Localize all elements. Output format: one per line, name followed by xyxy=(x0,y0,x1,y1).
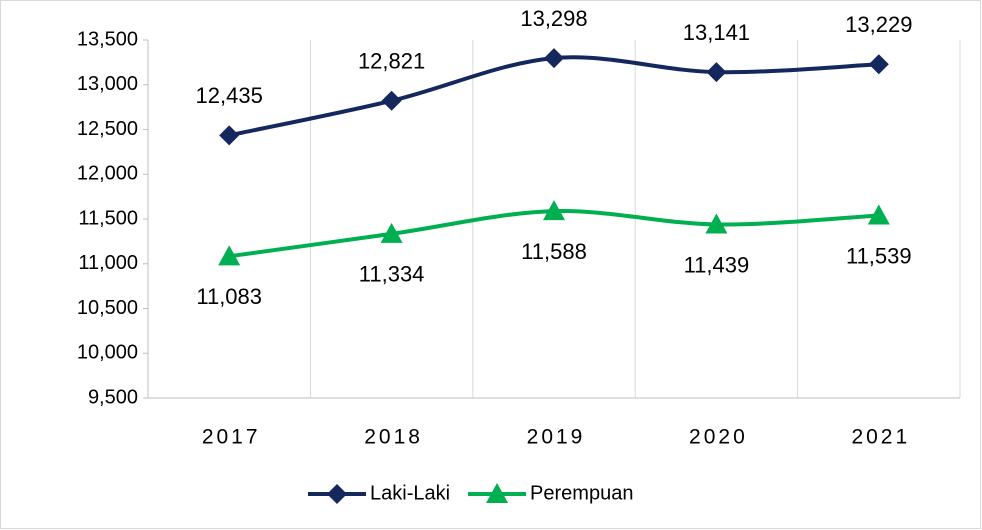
y-tick-label: 10,500 xyxy=(77,297,138,319)
data-label: 13,298 xyxy=(520,6,587,31)
triangle-marker xyxy=(705,213,728,234)
y-tick-label: 13,000 xyxy=(77,73,138,95)
y-tick-label: 10,000 xyxy=(77,342,138,364)
data-label: 11,083 xyxy=(196,284,262,309)
y-tick-label: 11,000 xyxy=(78,252,138,274)
diamond-marker xyxy=(219,125,240,146)
diamond-marker xyxy=(868,54,889,75)
y-tick-label: 9,500 xyxy=(88,386,138,408)
triangle-marker xyxy=(380,222,403,243)
data-label: 13,141 xyxy=(683,20,750,45)
x-tick-label: 2019 xyxy=(527,426,586,449)
data-label: 11,588 xyxy=(521,239,587,264)
diamond-marker xyxy=(544,48,564,69)
y-tick-label: 12,500 xyxy=(77,118,138,140)
x-tick-label: 2021 xyxy=(851,426,910,449)
data-label: 11,539 xyxy=(846,243,912,268)
y-tick-label: 11,500 xyxy=(78,207,138,229)
data-label: 12,435 xyxy=(196,83,263,108)
diamond-marker xyxy=(381,90,402,111)
x-tick-label: 2017 xyxy=(202,426,261,449)
triangle-marker xyxy=(486,483,509,503)
data-label: 11,439 xyxy=(684,252,750,277)
legend-label: Laki-Laki xyxy=(370,482,450,504)
triangle-marker xyxy=(867,204,890,225)
triangle-marker xyxy=(218,245,241,266)
x-tick-label: 2020 xyxy=(689,426,748,449)
data-label: 12,821 xyxy=(358,49,425,74)
y-tick-label: 12,000 xyxy=(77,163,138,185)
diamond-marker xyxy=(706,62,727,83)
x-tick-label: 2018 xyxy=(364,426,423,449)
triangle-marker xyxy=(543,200,565,221)
legend-label: Perempuan xyxy=(530,482,633,504)
data-label: 11,334 xyxy=(359,262,425,287)
diamond-marker xyxy=(327,484,347,504)
data-label: 13,229 xyxy=(845,12,912,37)
y-tick-label: 13,500 xyxy=(77,28,138,50)
